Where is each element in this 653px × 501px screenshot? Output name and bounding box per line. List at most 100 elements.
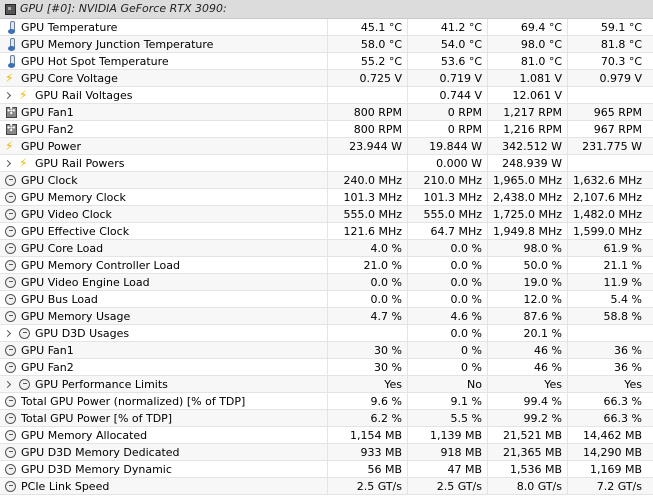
current-value: 9.6 %	[327, 393, 407, 409]
minimum-value: 9.1 %	[407, 393, 487, 409]
sensor-row[interactable]: GPU Rail Voltages 0.744 V12.061 V	[0, 87, 653, 104]
thermometer-icon	[5, 54, 18, 68]
minimum-value: 210.0 MHz	[407, 172, 487, 188]
average-value: Yes	[567, 376, 647, 392]
average-value: 2,107.6 MHz	[567, 189, 647, 205]
sensor-label-cell: GPU Clock	[0, 172, 327, 188]
sensor-row[interactable]: GPU Video Clock 555.0 MHz 555.0 MHz 1,725.0…	[0, 206, 653, 223]
current-value: 58.0 °C	[327, 36, 407, 52]
sensor-row[interactable]: GPU Temperature 45.1 °C 41.2 °C 69.4 °C 59.1…	[0, 19, 653, 36]
sensor-row[interactable]: GPU Core Voltage 0.725 V0.719 V1.081 V0.9…	[0, 70, 653, 87]
average-value: 967 RPM	[567, 121, 647, 137]
sensor-row[interactable]: GPU Performance Limits Yes No Yes Yes	[0, 376, 653, 393]
sensor-row[interactable]: GPU D3D Memory Dynamic 56 MB 47 MB 1,536 MB…	[0, 461, 653, 478]
sensor-name: GPU Memory Usage	[21, 309, 131, 323]
maximum-value: 1,949.8 MHz	[487, 223, 567, 239]
maximum-value: 99.2 %	[487, 410, 567, 426]
current-value: 0.725 V	[327, 70, 407, 86]
maximum-value: 98.0 %	[487, 240, 567, 256]
current-value: Yes	[327, 376, 407, 392]
sensor-row[interactable]: GPU Memory Clock 101.3 MHz 101.3 MHz 2,438.…	[0, 189, 653, 206]
gauge-icon	[5, 310, 18, 323]
maximum-value: 1,217 RPM	[487, 104, 567, 120]
maximum-value: 69.4 °C	[487, 19, 567, 35]
minimum-value: 0.0 %	[407, 325, 487, 341]
sensor-row[interactable]: GPU Effective Clock 121.6 MHz 64.7 MHz 1,94…	[0, 223, 653, 240]
minimum-value: 0.0 %	[407, 274, 487, 290]
current-value: 30 %	[327, 342, 407, 358]
sensor-row[interactable]: GPU D3D Memory Dedicated 933 MB 918 MB 21,3…	[0, 444, 653, 461]
current-value: 800 RPM	[327, 104, 407, 120]
maximum-value: 46 %	[487, 359, 567, 375]
average-value: 1,169 MB	[567, 461, 647, 477]
gauge-icon	[5, 429, 18, 442]
thermometer-icon	[5, 37, 18, 51]
maximum-value: 87.6 %	[487, 308, 567, 324]
sensor-label-cell: GPU Temperature	[0, 19, 327, 35]
sensor-name: GPU Fan2	[21, 360, 74, 374]
sensor-name: GPU D3D Usages	[35, 326, 130, 340]
minimum-value: 0.0 %	[407, 291, 487, 307]
sensor-name: GPU Power	[21, 139, 81, 153]
current-value: 23.944 W	[327, 138, 407, 154]
sensor-row[interactable]: GPU Bus Load 0.0 % 0.0 % 12.0 % 5.4 %	[0, 291, 653, 308]
sensor-row[interactable]: GPU Memory Allocated 1,154 MB 1,139 MB 21,5…	[0, 427, 653, 444]
minimum-value: 53.6 °C	[407, 53, 487, 69]
gauge-icon	[5, 276, 18, 289]
sensor-row[interactable]: Total GPU Power [% of TDP] 6.2 % 5.5 % 99.2…	[0, 410, 653, 427]
gauge-icon	[19, 327, 32, 340]
minimum-value: 0.0 %	[407, 257, 487, 273]
sensor-row[interactable]: GPU Hot Spot Temperature 55.2 °C 53.6 °C 81…	[0, 53, 653, 70]
minimum-value: 64.7 MHz	[407, 223, 487, 239]
maximum-value: 20.1 %	[487, 325, 567, 341]
current-value	[327, 325, 407, 341]
sensor-name: GPU Fan1	[21, 105, 74, 119]
sensor-row[interactable]: GPU Fan2 30 % 0 % 46 % 36 %	[0, 359, 653, 376]
current-value: 555.0 MHz	[327, 206, 407, 222]
sensor-label-cell: GPU D3D Usages	[0, 325, 327, 341]
maximum-value: 12.0 %	[487, 291, 567, 307]
sensor-name: GPU Effective Clock	[21, 224, 130, 238]
sensor-row[interactable]: GPU Memory Controller Load 21.0 % 0.0 % 50.…	[0, 257, 653, 274]
gauge-icon	[19, 378, 32, 391]
sensor-row[interactable]: GPU Clock 240.0 MHz 210.0 MHz 1,965.0 MHz 1,…	[0, 172, 653, 189]
maximum-value: 1,536 MB	[487, 461, 567, 477]
gauge-icon	[5, 242, 18, 255]
gpu-group-header[interactable]: GPU [#0]: NVIDIA GeForce RTX 3090:	[0, 0, 653, 19]
sensor-name: GPU Video Clock	[21, 207, 112, 221]
chevron-right-icon[interactable]	[4, 327, 13, 340]
chevron-right-icon[interactable]	[4, 157, 13, 170]
average-value: 21.1 %	[567, 257, 647, 273]
sensor-row[interactable]: PCIe Link Speed 2.5 GT/s 2.5 GT/s 8.0 GT/s 7…	[0, 478, 653, 495]
sensor-row[interactable]: GPU Video Engine Load 0.0 % 0.0 % 19.0 % 11.…	[0, 274, 653, 291]
gpu-group-title: GPU [#0]: NVIDIA GeForce RTX 3090:	[20, 2, 227, 15]
sensor-name: GPU Rail Powers	[35, 156, 125, 170]
average-value: 14,462 MB	[567, 427, 647, 443]
sensor-row[interactable]: GPU Memory Usage 4.7 % 4.6 % 87.6 % 58.8 %	[0, 308, 653, 325]
average-value: 231.775 W	[567, 138, 647, 154]
sensor-label-cell: GPU Memory Usage	[0, 308, 327, 324]
current-value: 800 RPM	[327, 121, 407, 137]
average-value: 5.4 %	[567, 291, 647, 307]
average-value: 1,632.6 MHz	[567, 172, 647, 188]
average-value: 36 %	[567, 342, 647, 358]
chevron-right-icon[interactable]	[4, 378, 13, 391]
sensor-row[interactable]: GPU Core Load 4.0 % 0.0 % 98.0 % 61.9 %	[0, 240, 653, 257]
sensor-row[interactable]: Total GPU Power (normalized) [% of TDP] 9…	[0, 393, 653, 410]
chevron-right-icon[interactable]	[4, 89, 13, 102]
sensor-row[interactable]: GPU Fan1 30 % 0 % 46 % 36 %	[0, 342, 653, 359]
sensor-row[interactable]: GPU D3D Usages 0.0 % 20.1 %	[0, 325, 653, 342]
gauge-icon	[5, 412, 18, 425]
minimum-value: 0 RPM	[407, 104, 487, 120]
sensor-label-cell: GPU Hot Spot Temperature	[0, 53, 327, 69]
sensor-row[interactable]: GPU Memory Junction Temperature 58.0 °C 54…	[0, 36, 653, 53]
sensor-name: GPU Hot Spot Temperature	[21, 54, 169, 68]
maximum-value: 46 %	[487, 342, 567, 358]
sensor-name: GPU Temperature	[21, 20, 118, 34]
minimum-value: 0.719 V	[407, 70, 487, 86]
average-value: 59.1 °C	[567, 19, 647, 35]
